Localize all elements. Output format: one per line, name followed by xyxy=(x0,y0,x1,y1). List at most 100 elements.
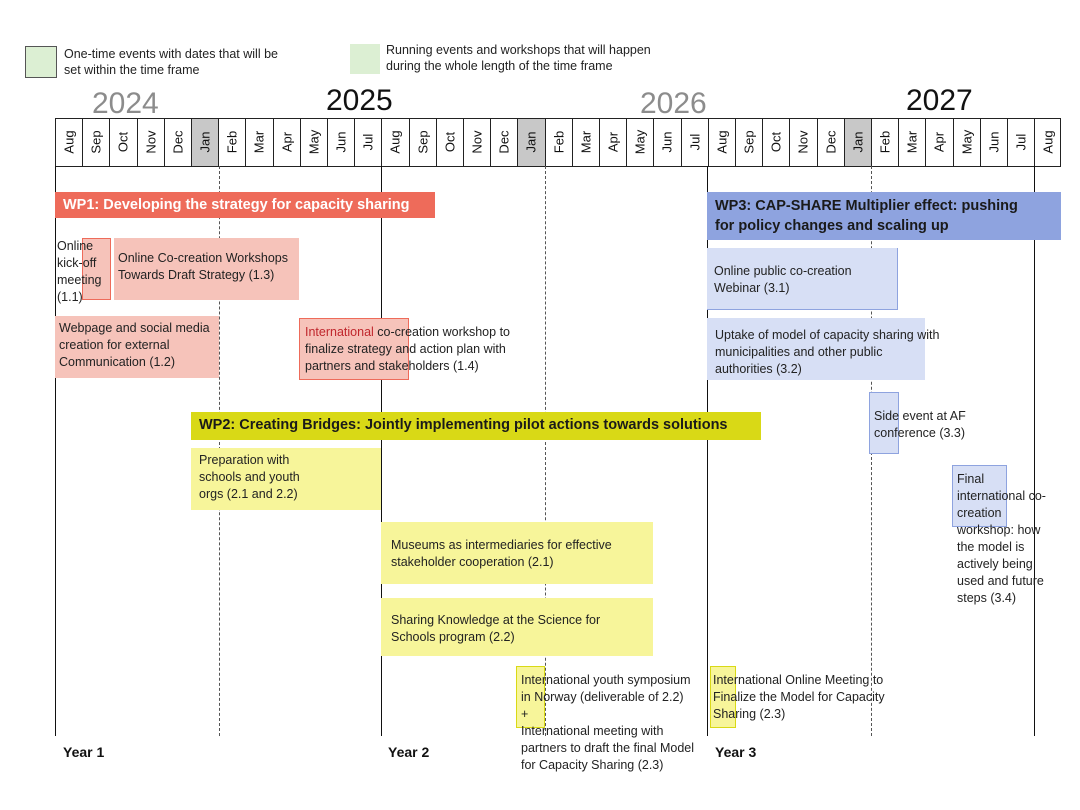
month-cell: Apr xyxy=(272,118,300,166)
month-label: Sep xyxy=(88,130,104,154)
year2-label: Year 2 xyxy=(388,744,430,760)
legend-swatch-one-time xyxy=(25,46,57,78)
month-header-top-border xyxy=(55,118,1061,119)
kickoff-line4: (1.1) xyxy=(57,290,83,304)
cocreation-workshops-line2: Towards Draft Strategy (1.3) xyxy=(118,268,275,282)
month-label: Apr xyxy=(605,131,621,153)
symposium-line1: International youth symposium xyxy=(521,673,691,687)
kickoff-line1: Online xyxy=(57,239,94,253)
museums-line1: Museums as intermediaries for effective xyxy=(391,538,612,552)
month-cell: Jun xyxy=(979,118,1007,166)
cocreation-workshops-line1: Online Co-creation Workshops xyxy=(118,251,288,265)
month-label: May xyxy=(959,129,975,155)
month-cell: Sep xyxy=(408,118,436,166)
month-label: Aug xyxy=(714,130,730,154)
month-cell: Aug xyxy=(55,118,82,166)
symposium-line2: in Norway (deliverable of 2.2) xyxy=(521,690,684,704)
preparation-line3: orgs (2.1 and 2.2) xyxy=(199,487,298,501)
month-label: May xyxy=(632,129,648,155)
month-cell: Feb xyxy=(871,118,898,166)
month-cell: Mar xyxy=(571,118,599,166)
month-label: Feb xyxy=(224,130,240,154)
month-label: Nov xyxy=(143,130,159,154)
month-cell: Jun xyxy=(327,118,354,166)
final-workshop-line7: used and future xyxy=(957,574,1044,588)
sharing-line1: Sharing Knowledge at the Science for xyxy=(391,613,601,627)
final-workshop-line5: the model is xyxy=(957,540,1025,554)
uptake-box xyxy=(707,318,925,380)
month-cell: Jul xyxy=(1007,118,1034,166)
month-label: May xyxy=(306,129,322,155)
wp1-title: WP1: Developing the strategy for capacit… xyxy=(63,197,410,213)
month-label: Nov xyxy=(469,130,485,154)
online-meeting-line2: Finalize the Model for Capacity xyxy=(713,690,885,704)
wp2-bar: WP2: Creating Bridges: Jointly implement… xyxy=(191,412,761,440)
month-cell: Apr xyxy=(599,118,626,166)
month-cell: May xyxy=(626,118,653,166)
month-cell: Mar xyxy=(245,118,272,166)
uptake-text: Uptake of model of capacity sharing with… xyxy=(715,327,939,378)
month-cell: Oct xyxy=(762,118,789,166)
preparation-text: Preparation with schools and youth orgs … xyxy=(199,452,300,503)
month-label: Aug xyxy=(387,130,403,154)
month-cell: Dec xyxy=(163,118,191,166)
sharing-text: Sharing Knowledge at the Science for Sch… xyxy=(391,612,600,646)
webinar-line1: Online public co-creation xyxy=(714,264,852,278)
side-event-line1: Side event at AF xyxy=(874,409,966,423)
kickoff-box xyxy=(82,238,111,300)
jan-2026-dashed-line xyxy=(545,166,546,736)
month-cell: Dec xyxy=(816,118,844,166)
month-cell: Feb xyxy=(218,118,245,166)
month-cell: May xyxy=(952,118,980,166)
intl-workshop-text: International co-creation workshop to fi… xyxy=(305,324,510,375)
legend-swatch-running xyxy=(350,44,380,74)
month-cell: Jan xyxy=(517,118,545,166)
webpage-line2: creation for external xyxy=(59,338,170,352)
year3-line xyxy=(707,166,708,736)
final-workshop-line3: creation xyxy=(957,506,1002,520)
symposium-box xyxy=(516,666,545,728)
webpage-text: Webpage and social media creation for ex… xyxy=(59,320,210,371)
uptake-line3: authorities (3.2) xyxy=(715,362,802,376)
month-label: Dec xyxy=(496,130,512,154)
month-cell: Aug xyxy=(1034,118,1062,166)
month-label: Aug xyxy=(61,130,77,154)
month-cell: Jun xyxy=(653,118,680,166)
preparation-box xyxy=(191,448,381,510)
month-label: Jan xyxy=(523,131,539,153)
month-label: Jan xyxy=(850,131,866,153)
intl-workshop-line3: partners and stakeholders (1.4) xyxy=(305,359,479,373)
month-cell: Aug xyxy=(707,118,735,166)
month-header-bottom-border xyxy=(55,166,1061,167)
symposium-line4: International meeting with xyxy=(521,724,664,738)
uptake-line2: municipalities and other public xyxy=(715,345,883,359)
sharing-line2: Schools program (2.2) xyxy=(391,630,515,644)
kickoff-line3: meeting xyxy=(57,273,102,287)
intl-workshop-line1-rest: co-creation workshop to xyxy=(373,325,510,339)
month-label: Jun xyxy=(659,131,675,153)
online-meeting-box xyxy=(710,666,736,728)
preparation-line2: schools and youth xyxy=(199,470,300,484)
month-label: Apr xyxy=(931,131,947,153)
month-cell: Nov xyxy=(789,118,816,166)
legend-one-time-line2: set within the time frame xyxy=(64,63,200,77)
webinar-line2: Webinar (3.1) xyxy=(714,281,790,295)
month-cell: Dec xyxy=(490,118,517,166)
wp3-bar: WP3: CAP-SHARE Multiplier effect: pushin… xyxy=(707,192,1061,240)
month-label: Jul xyxy=(1013,133,1029,151)
month-cell: Aug xyxy=(381,118,408,166)
month-label: Feb xyxy=(551,130,567,154)
year-2025: 2025 xyxy=(326,84,393,117)
side-event-text: Side event at AF conference (3.3) xyxy=(874,408,966,442)
month-label: Mar xyxy=(904,130,920,154)
year1-line xyxy=(55,166,56,736)
month-cell: Sep xyxy=(735,118,762,166)
month-cell: May xyxy=(299,118,327,166)
month-cell: Mar xyxy=(898,118,925,166)
wp2-title: WP2: Creating Bridges: Jointly implement… xyxy=(199,417,728,433)
year-2027: 2027 xyxy=(906,84,973,117)
month-label: Sep xyxy=(415,130,431,154)
final-workshop-line8: steps (3.4) xyxy=(957,591,1017,605)
webpage-line1: Webpage and social media xyxy=(59,321,210,335)
month-cell: Jul xyxy=(354,118,381,166)
